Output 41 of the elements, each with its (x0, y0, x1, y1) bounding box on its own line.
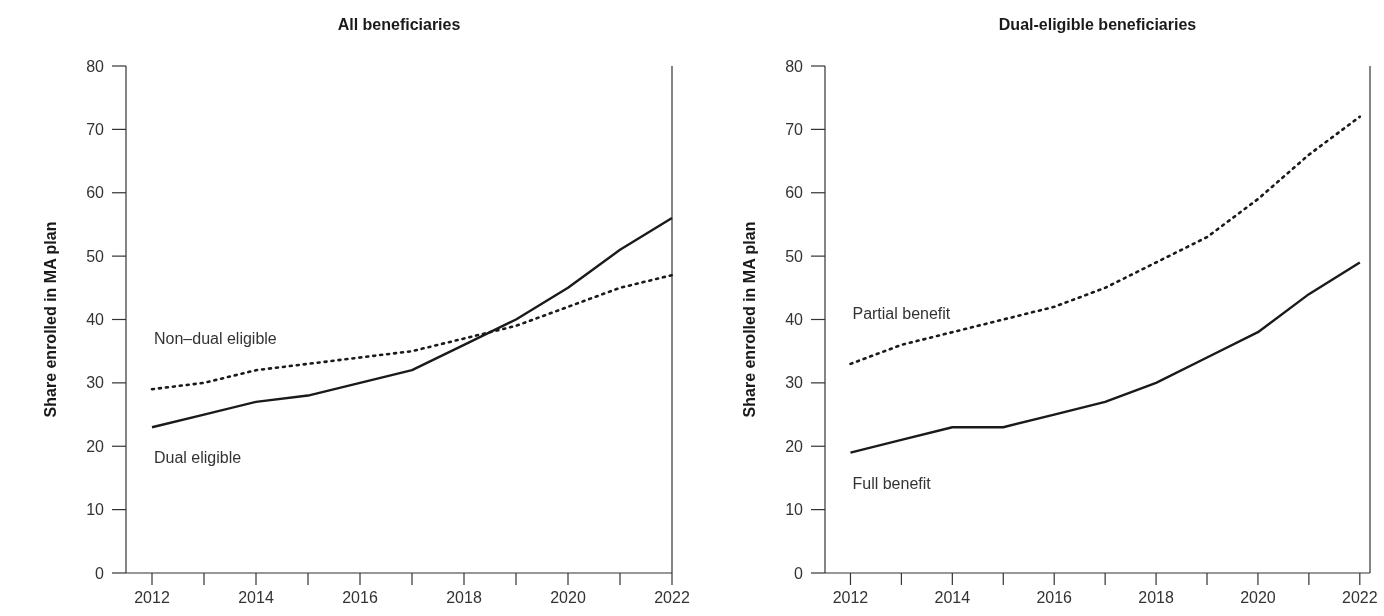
series-label: Partial benefit (852, 304, 951, 322)
y-tick-label: 80 (785, 57, 804, 75)
x-tick-label: 2012 (134, 589, 170, 606)
y-tick-label: 30 (86, 374, 105, 392)
line-series (150, 216, 674, 429)
y-tick-label: 40 (785, 311, 804, 329)
y-tick-label: 20 (86, 437, 105, 455)
line-series (849, 261, 1362, 454)
x-tick-label: 2018 (1138, 589, 1174, 606)
y-tick-label: 70 (86, 120, 105, 138)
x-tick-label: 2012 (832, 589, 869, 606)
y-tick-label: 0 (95, 564, 105, 582)
y-tick-label: 0 (794, 564, 804, 582)
x-tick-label: 2016 (1036, 589, 1073, 606)
y-tick-label: 50 (86, 247, 105, 265)
series-label: Non–dual eligible (154, 330, 277, 348)
chart-title: All beneficiaries (337, 16, 461, 33)
x-tick-label: 2016 (342, 589, 378, 606)
line-series (849, 115, 1362, 366)
y-tick-label: 40 (86, 311, 105, 329)
series-label: Full benefit (852, 474, 932, 492)
y-tick-label: 10 (86, 501, 105, 519)
x-tick-label: 2022 (1342, 589, 1378, 606)
y-tick-label: 60 (86, 184, 105, 202)
x-tick-label: 2018 (446, 589, 482, 606)
x-tick-label: 2014 (934, 589, 971, 606)
y-axis-title: Share enrolled in MA plan (741, 221, 758, 418)
y-tick-label: 10 (785, 501, 804, 519)
x-tick-label: 2020 (1240, 589, 1276, 606)
y-tick-label: 60 (785, 184, 804, 202)
y-tick-label: 50 (785, 247, 804, 265)
x-tick-label: 2022 (654, 589, 690, 606)
x-tick-label: 2014 (238, 589, 274, 606)
y-axis-title: Share enrolled in MA plan (42, 221, 59, 418)
y-tick-label: 30 (785, 374, 804, 392)
x-tick-label: 2020 (550, 589, 586, 606)
y-tick-label: 80 (86, 57, 105, 75)
series-label: Dual eligible (154, 449, 242, 467)
y-tick-label: 20 (785, 437, 804, 455)
y-tick-label: 70 (785, 120, 804, 138)
chart-title: Dual-eligible beneficiaries (998, 16, 1197, 33)
